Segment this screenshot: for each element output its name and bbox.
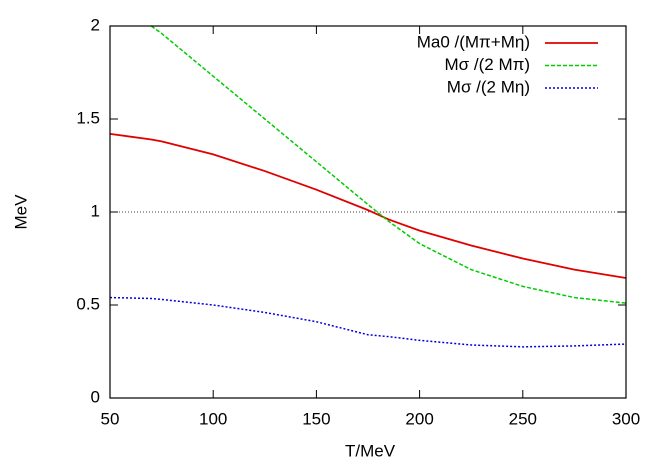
- x-tick-label: 100: [199, 409, 227, 428]
- series-line: [150, 25, 627, 304]
- x-tick-label: 250: [509, 409, 537, 428]
- y-tick-label: 1: [91, 201, 100, 220]
- series-line: [109, 132, 627, 279]
- x-tick-label: 300: [612, 409, 640, 428]
- y-axis-label: MeV: [11, 194, 30, 230]
- x-tick-label: 150: [302, 409, 330, 428]
- legend-label: Ma0 /(Mπ+Mη): [417, 32, 530, 51]
- x-axis-label: T/MeV: [345, 441, 396, 460]
- y-tick-label: 0: [91, 387, 100, 406]
- x-tick-label: 200: [405, 409, 433, 428]
- y-tick-label: 2: [91, 15, 100, 34]
- plot-frame: [109, 25, 627, 399]
- legend-label: Mσ /(2 Mπ): [445, 55, 531, 74]
- series-line: [109, 296, 627, 348]
- y-tick-label: 0.5: [76, 294, 100, 313]
- x-tick-label: 50: [101, 409, 120, 428]
- legend-label: Mσ /(2 Mη): [447, 77, 530, 96]
- y-tick-label: 1.5: [76, 108, 100, 127]
